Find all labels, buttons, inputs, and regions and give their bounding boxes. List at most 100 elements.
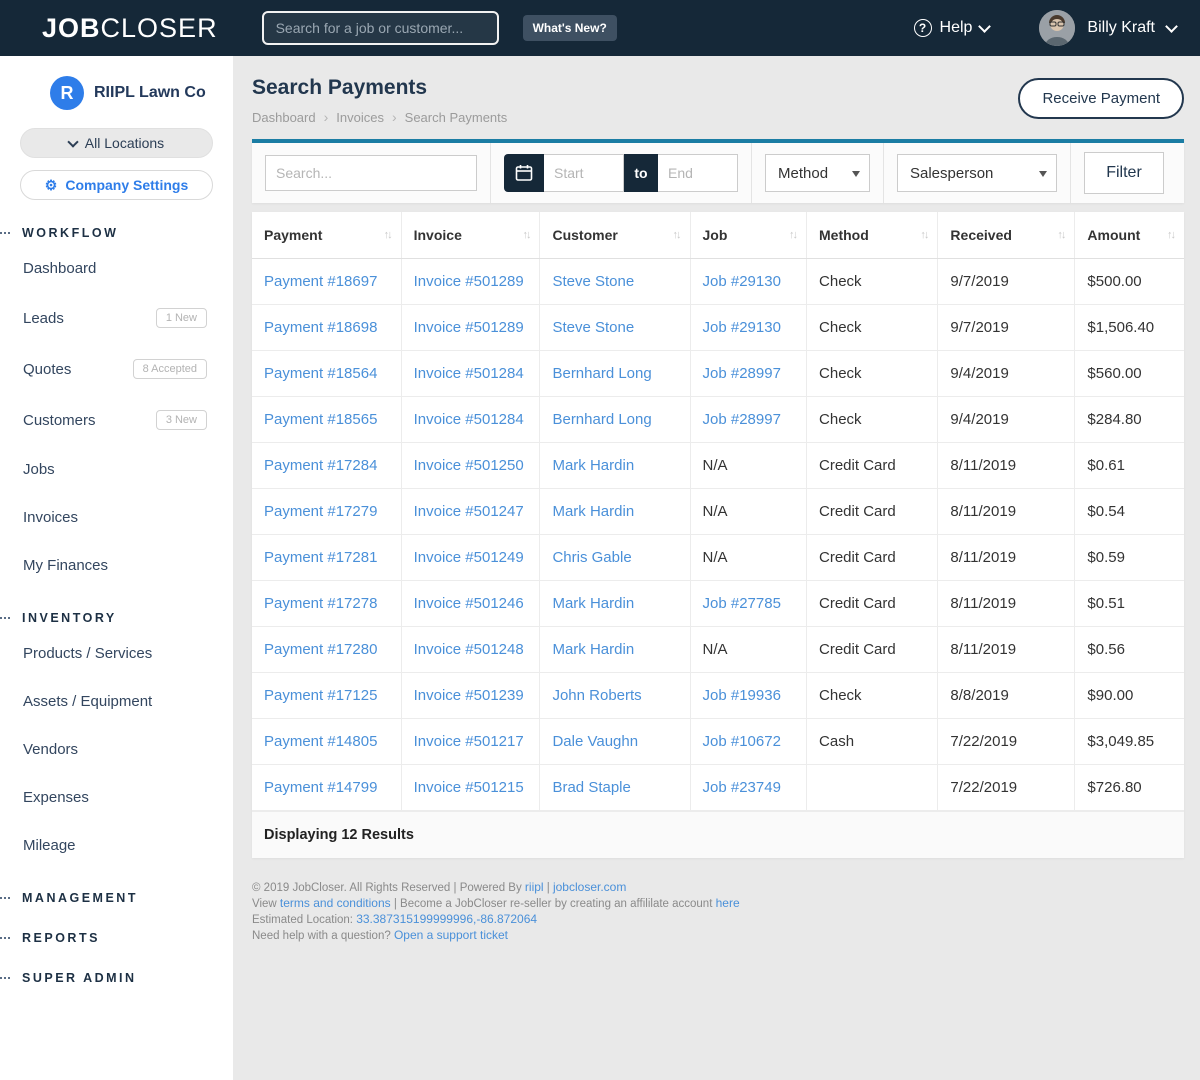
invoice-link[interactable]: Invoice #501249	[401, 535, 540, 581]
method-select[interactable]: Method	[765, 154, 870, 192]
whats-new-button[interactable]: What's New?	[523, 15, 617, 41]
invoice-link[interactable]: Invoice #501289	[401, 305, 540, 351]
table-row[interactable]: Payment #17279 Invoice #501247 Mark Hard…	[252, 489, 1184, 535]
payment-link[interactable]: Payment #17284	[252, 443, 401, 489]
end-date-input[interactable]	[658, 154, 738, 192]
table-row[interactable]: Payment #17278 Invoice #501246 Mark Hard…	[252, 581, 1184, 627]
help-menu[interactable]: ? Help	[914, 19, 990, 37]
table-row[interactable]: Payment #14805 Invoice #501217 Dale Vaug…	[252, 719, 1184, 765]
sort-icon[interactable]: ↑↓	[1167, 229, 1178, 241]
invoice-link[interactable]: Invoice #501247	[401, 489, 540, 535]
job-cell[interactable]: Job #27785	[690, 581, 807, 627]
sidebar-item-mileage[interactable]: Mileage	[0, 826, 233, 865]
customer-link[interactable]: Mark Hardin	[540, 443, 690, 489]
table-row[interactable]: Payment #17284 Invoice #501250 Mark Hard…	[252, 443, 1184, 489]
invoice-link[interactable]: Invoice #501215	[401, 765, 540, 811]
location-link[interactable]: 33.387315199999996,-86.872064	[356, 912, 537, 926]
section-header-management[interactable]: MANAGEMENT	[0, 891, 233, 905]
breadcrumb-invoices[interactable]: Invoices	[336, 110, 384, 125]
invoice-link[interactable]: Invoice #501217	[401, 719, 540, 765]
invoice-link[interactable]: Invoice #501284	[401, 351, 540, 397]
job-cell[interactable]: Job #28997	[690, 351, 807, 397]
payment-link[interactable]: Payment #17279	[252, 489, 401, 535]
sidebar-item-quotes[interactable]: Quotes8 Accepted	[0, 348, 233, 390]
payment-link[interactable]: Payment #17278	[252, 581, 401, 627]
support-ticket-link[interactable]: Open a support ticket	[394, 928, 508, 942]
table-row[interactable]: Payment #14799 Invoice #501215 Brad Stap…	[252, 765, 1184, 811]
job-cell[interactable]: Job #29130	[690, 259, 807, 305]
all-locations-selector[interactable]: All Locations	[20, 128, 213, 158]
payment-link[interactable]: Payment #18565	[252, 397, 401, 443]
customer-link[interactable]: Mark Hardin	[540, 581, 690, 627]
sort-icon[interactable]: ↑↓	[384, 229, 395, 241]
sort-icon[interactable]: ↑↓	[673, 229, 684, 241]
payment-link[interactable]: Payment #18698	[252, 305, 401, 351]
table-row[interactable]: Payment #18698 Invoice #501289 Steve Sto…	[252, 305, 1184, 351]
column-header-invoice[interactable]: Invoice↑↓	[401, 212, 540, 259]
column-header-payment[interactable]: Payment↑↓	[252, 212, 401, 259]
payment-link[interactable]: Payment #17280	[252, 627, 401, 673]
payment-link[interactable]: Payment #17281	[252, 535, 401, 581]
sort-icon[interactable]: ↑↓	[522, 229, 533, 241]
payment-link[interactable]: Payment #18697	[252, 259, 401, 305]
customer-link[interactable]: Chris Gable	[540, 535, 690, 581]
sidebar-item-invoices[interactable]: Invoices	[0, 498, 233, 537]
section-header-inventory[interactable]: INVENTORY	[0, 611, 233, 625]
table-row[interactable]: Payment #18565 Invoice #501284 Bernhard …	[252, 397, 1184, 443]
sort-icon[interactable]: ↑↓	[789, 229, 800, 241]
invoice-link[interactable]: Invoice #501284	[401, 397, 540, 443]
column-header-amount[interactable]: Amount↑↓	[1075, 212, 1184, 259]
user-menu[interactable]: Billy Kraft	[1039, 10, 1176, 46]
sort-icon[interactable]: ↑↓	[1057, 229, 1068, 241]
section-header-reports[interactable]: REPORTS	[0, 931, 233, 945]
customer-link[interactable]: Steve Stone	[540, 305, 690, 351]
receive-payment-button[interactable]: Receive Payment	[1018, 78, 1184, 119]
riipl-link[interactable]: riipl	[525, 880, 544, 894]
here-link[interactable]: here	[716, 896, 740, 910]
table-row[interactable]: Payment #17280 Invoice #501248 Mark Hard…	[252, 627, 1184, 673]
start-date-input[interactable]	[544, 154, 624, 192]
job-cell[interactable]: Job #10672	[690, 719, 807, 765]
global-search-input[interactable]	[262, 11, 499, 45]
job-cell[interactable]: Job #28997	[690, 397, 807, 443]
payment-link[interactable]: Payment #17125	[252, 673, 401, 719]
terms-link[interactable]: terms and conditions	[280, 896, 391, 910]
filter-button[interactable]: Filter	[1084, 152, 1164, 194]
column-header-job[interactable]: Job↑↓	[690, 212, 807, 259]
jobcloser-link[interactable]: jobcloser.com	[553, 880, 626, 894]
table-row[interactable]: Payment #17125 Invoice #501239 John Robe…	[252, 673, 1184, 719]
section-header-super-admin[interactable]: SUPER ADMIN	[0, 971, 233, 985]
customer-link[interactable]: Bernhard Long	[540, 351, 690, 397]
sidebar-item-products-services[interactable]: Products / Services	[0, 634, 233, 673]
breadcrumb-dashboard[interactable]: Dashboard	[252, 110, 316, 125]
column-header-customer[interactable]: Customer↑↓	[540, 212, 690, 259]
job-cell[interactable]: Job #29130	[690, 305, 807, 351]
company-settings-button[interactable]: ⚙ Company Settings	[20, 170, 213, 200]
invoice-link[interactable]: Invoice #501289	[401, 259, 540, 305]
section-header-workflow[interactable]: WORKFLOW	[0, 226, 233, 240]
invoice-link[interactable]: Invoice #501250	[401, 443, 540, 489]
salesperson-select[interactable]: Salesperson	[897, 154, 1057, 192]
customer-link[interactable]: Dale Vaughn	[540, 719, 690, 765]
invoice-link[interactable]: Invoice #501239	[401, 673, 540, 719]
customer-link[interactable]: Mark Hardin	[540, 489, 690, 535]
table-row[interactable]: Payment #17281 Invoice #501249 Chris Gab…	[252, 535, 1184, 581]
payment-link[interactable]: Payment #14799	[252, 765, 401, 811]
sidebar-item-jobs[interactable]: Jobs	[0, 450, 233, 489]
sidebar-item-customers[interactable]: Customers3 New	[0, 399, 233, 441]
payment-link[interactable]: Payment #14805	[252, 719, 401, 765]
customer-link[interactable]: John Roberts	[540, 673, 690, 719]
job-cell[interactable]: Job #23749	[690, 765, 807, 811]
sidebar-item-dashboard[interactable]: Dashboard	[0, 249, 233, 288]
job-cell[interactable]: Job #19936	[690, 673, 807, 719]
table-row[interactable]: Payment #18564 Invoice #501284 Bernhard …	[252, 351, 1184, 397]
invoice-link[interactable]: Invoice #501248	[401, 627, 540, 673]
column-header-method[interactable]: Method↑↓	[807, 212, 938, 259]
sidebar-item-leads[interactable]: Leads1 New	[0, 297, 233, 339]
sidebar-item-assets-equipment[interactable]: Assets / Equipment	[0, 682, 233, 721]
customer-link[interactable]: Steve Stone	[540, 259, 690, 305]
sidebar-item-expenses[interactable]: Expenses	[0, 778, 233, 817]
customer-link[interactable]: Bernhard Long	[540, 397, 690, 443]
sidebar-item-my-finances[interactable]: My Finances	[0, 546, 233, 585]
invoice-link[interactable]: Invoice #501246	[401, 581, 540, 627]
